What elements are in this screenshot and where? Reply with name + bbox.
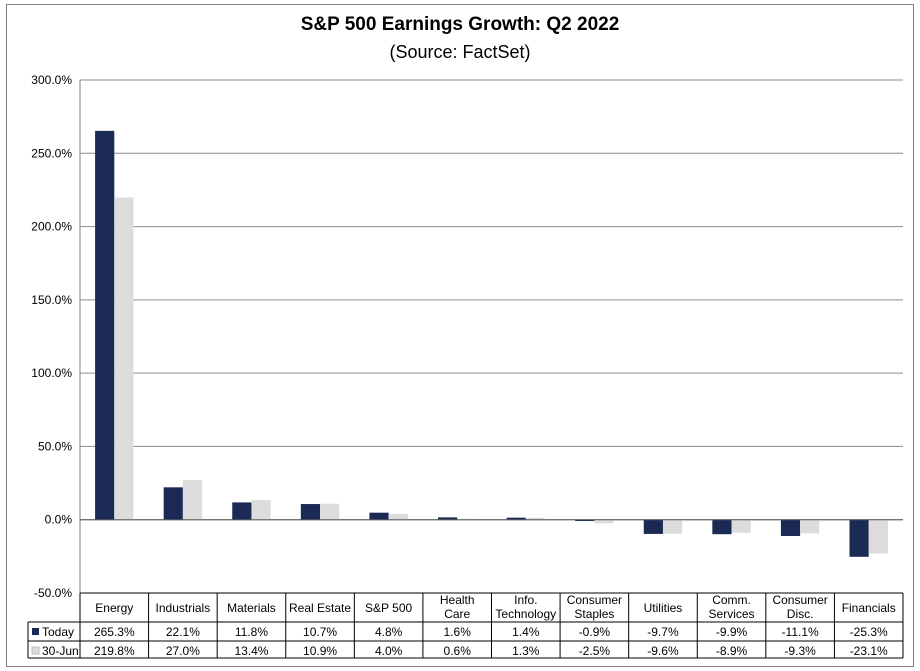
legend-label: 30-Jun — [42, 644, 79, 658]
y-tick-label: 300.0% — [31, 73, 72, 87]
category-label: Comm. — [712, 593, 751, 607]
data-label: 1.3% — [512, 644, 540, 658]
data-label: 1.6% — [444, 625, 472, 639]
legend-label: Today — [42, 625, 74, 639]
y-tick-label: 50.0% — [38, 439, 72, 453]
category-label: Disc. — [787, 607, 814, 621]
data-label: 219.8% — [94, 644, 135, 658]
data-label: 11.8% — [235, 625, 268, 639]
bar-30-jun — [525, 517, 545, 520]
data-label: 27.0% — [166, 644, 200, 658]
category-label: Materials — [227, 601, 276, 615]
data-label: 265.3% — [94, 625, 135, 639]
data-label: 13.4% — [234, 644, 268, 658]
bar-30-jun — [731, 519, 751, 533]
bar-30-jun — [320, 503, 340, 520]
data-label: -8.9% — [716, 644, 748, 658]
bar-today — [163, 487, 183, 520]
chart-subtitle: (Source: FactSet) — [389, 42, 531, 62]
category-label: Staples — [574, 607, 614, 621]
bar-today — [506, 517, 526, 520]
category-label: Health — [440, 593, 475, 607]
category-label: Industrials — [156, 601, 211, 615]
bar-30-jun — [868, 519, 888, 554]
bar-today — [780, 519, 801, 536]
bar-today — [849, 519, 869, 557]
category-label: Real Estate — [289, 601, 351, 615]
category-label: Financials — [842, 601, 896, 615]
bar-today — [712, 519, 732, 535]
data-label: 4.8% — [375, 625, 403, 639]
bar-30-jun — [182, 480, 203, 520]
bar-today — [643, 519, 663, 534]
bar-30-jun — [251, 500, 271, 520]
category-label: Services — [709, 607, 755, 621]
y-tick-label: 200.0% — [31, 220, 72, 234]
bar-today — [575, 519, 595, 522]
data-label: -9.7% — [647, 625, 679, 639]
data-label: -9.3% — [784, 644, 816, 658]
category-label: Consumer — [772, 593, 827, 607]
category-label: Care — [444, 607, 470, 621]
data-label: 10.9% — [303, 644, 337, 658]
data-label: -9.6% — [647, 644, 679, 658]
bar-today — [369, 512, 389, 520]
category-label: Technology — [495, 607, 556, 621]
data-label: -2.5% — [579, 644, 611, 658]
data-label: 10.7% — [303, 625, 337, 639]
category-label: Consumer — [567, 593, 622, 607]
data-label: 1.4% — [512, 625, 540, 639]
category-label: Energy — [95, 601, 133, 615]
data-label: -25.3% — [850, 625, 888, 639]
legend-key — [31, 646, 40, 655]
bar-30-jun — [594, 519, 614, 524]
bar-30-jun — [662, 519, 683, 534]
data-label: 0.6% — [444, 644, 472, 658]
bar-today — [438, 517, 458, 520]
category-label: Utilities — [644, 601, 683, 615]
data-label: -9.9% — [716, 625, 748, 639]
bar-today — [95, 130, 115, 520]
category-label: S&P 500 — [365, 601, 412, 615]
bar-30-jun — [800, 519, 820, 534]
data-label: -23.1% — [850, 644, 888, 658]
y-tick-label: 100.0% — [31, 366, 72, 380]
bar-today — [232, 502, 252, 520]
legend-key — [32, 628, 39, 635]
data-label: 4.0% — [375, 644, 403, 658]
y-tick-label: -50.0% — [34, 586, 72, 600]
bar-today — [300, 504, 321, 520]
data-label: 22.1% — [166, 625, 200, 639]
data-label: -11.1% — [782, 625, 819, 639]
chart-frame — [6, 4, 914, 667]
chart-title: S&P 500 Earnings Growth: Q2 2022 — [300, 14, 620, 35]
bar-30-jun — [388, 513, 408, 520]
y-tick-label: 150.0% — [31, 293, 72, 307]
y-tick-label: 250.0% — [31, 146, 72, 160]
y-tick-label: 0.0% — [45, 513, 73, 527]
category-label: Info. — [514, 593, 537, 607]
data-label: -0.9% — [579, 625, 611, 639]
bar-30-jun — [114, 197, 134, 520]
